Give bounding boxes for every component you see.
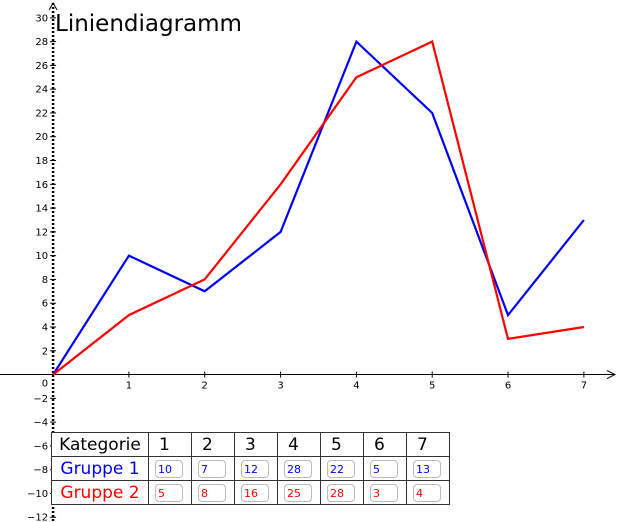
category-header: 4	[277, 432, 321, 457]
gruppe-1-value-input[interactable]: 12	[241, 459, 269, 478]
y-tick-label: 10	[35, 251, 48, 262]
y-tick-label: 22	[35, 108, 48, 119]
tick-labels: 1 2 3 4 5 6 7−12−10−8−6−4−22468101214161820222…	[27, 13, 587, 522]
y-tick-label: 12	[35, 227, 48, 238]
y-tick-label: 18	[35, 156, 48, 167]
gruppe-2-value-input[interactable]: 28	[327, 483, 355, 502]
gruppe-2-value-input[interactable]: 16	[241, 483, 269, 502]
x-tick-label: 1	[126, 381, 132, 392]
y-tick-label: 2	[42, 346, 48, 357]
y-tick-label: −6	[33, 441, 48, 452]
gruppe-1-value-input[interactable]: 10	[155, 459, 183, 478]
y-tick-label: 8	[42, 275, 48, 286]
y-tick-label: −12	[27, 513, 48, 522]
chart-title: Liniendiagramm	[55, 11, 242, 37]
y-tick-label: −8	[33, 465, 48, 476]
y-tick-label: −2	[33, 394, 48, 405]
gruppe-2-value-input[interactable]: 4	[413, 483, 441, 502]
x-tick-label: 6	[505, 381, 511, 392]
x-tick-label: 3	[277, 381, 283, 392]
y-tick-label: 20	[35, 132, 48, 143]
y-tick-label: 16	[35, 180, 48, 191]
gruppe-1-value-input[interactable]: 22	[327, 459, 355, 478]
category-header: 3	[234, 432, 278, 457]
category-header: 7	[406, 432, 450, 457]
table-row-gruppe-1: Gruppe 1 10 7 12 28 22 5 13	[51, 456, 450, 481]
gruppe-2-value-input[interactable]: 25	[284, 483, 312, 502]
kategorie-header: Kategorie	[51, 432, 149, 457]
category-header: 2	[191, 432, 235, 457]
gruppe-2-value-input[interactable]: 8	[198, 483, 226, 502]
category-header: 1	[148, 432, 192, 457]
data-table: Kategorie 1 2 3 4 5 6 7 Gruppe 1 10 7 12…	[51, 432, 450, 505]
y-tick-label: 24	[35, 85, 48, 96]
x-tick-label: 5	[429, 381, 435, 392]
y-tick-label: 14	[35, 204, 48, 215]
y-tick-label: −10	[27, 489, 48, 500]
origin-label: 0	[42, 379, 48, 390]
gruppe-1-value-input[interactable]: 13	[413, 459, 441, 478]
category-header: 5	[320, 432, 364, 457]
x-tick-label: 7	[581, 381, 587, 392]
y-tick-label: 6	[42, 299, 48, 310]
series-line-1	[52, 39, 585, 376]
y-tick-label: 4	[42, 322, 48, 333]
y-tick-label: 30	[35, 13, 48, 24]
table-row-gruppe-2: Gruppe 2 5 8 16 25 28 3 4	[51, 480, 450, 505]
y-tick-label: 26	[35, 61, 48, 72]
y-axis-arrow	[48, 1, 58, 11]
gruppe-2-label: Gruppe 2	[51, 480, 149, 505]
x-tick-label: 4	[353, 381, 359, 392]
x-axis-arrow	[606, 370, 617, 380]
x-tick-label: 2	[202, 381, 208, 392]
y-tick-label: 28	[35, 37, 48, 48]
category-header: 6	[363, 432, 407, 457]
table-header-row: Kategorie 1 2 3 4 5 6 7	[51, 432, 450, 457]
series-lines	[52, 39, 585, 376]
gruppe-1-value-input[interactable]: 7	[198, 459, 226, 478]
gruppe-2-value-input[interactable]: 5	[155, 483, 183, 502]
gruppe-1-label: Gruppe 1	[51, 456, 149, 481]
gruppe-1-value-input[interactable]: 28	[284, 459, 312, 478]
gruppe-1-value-input[interactable]: 5	[370, 459, 398, 478]
y-tick-label: −4	[33, 418, 48, 429]
gruppe-2-value-input[interactable]: 3	[370, 483, 398, 502]
series-line-2	[52, 40, 585, 376]
